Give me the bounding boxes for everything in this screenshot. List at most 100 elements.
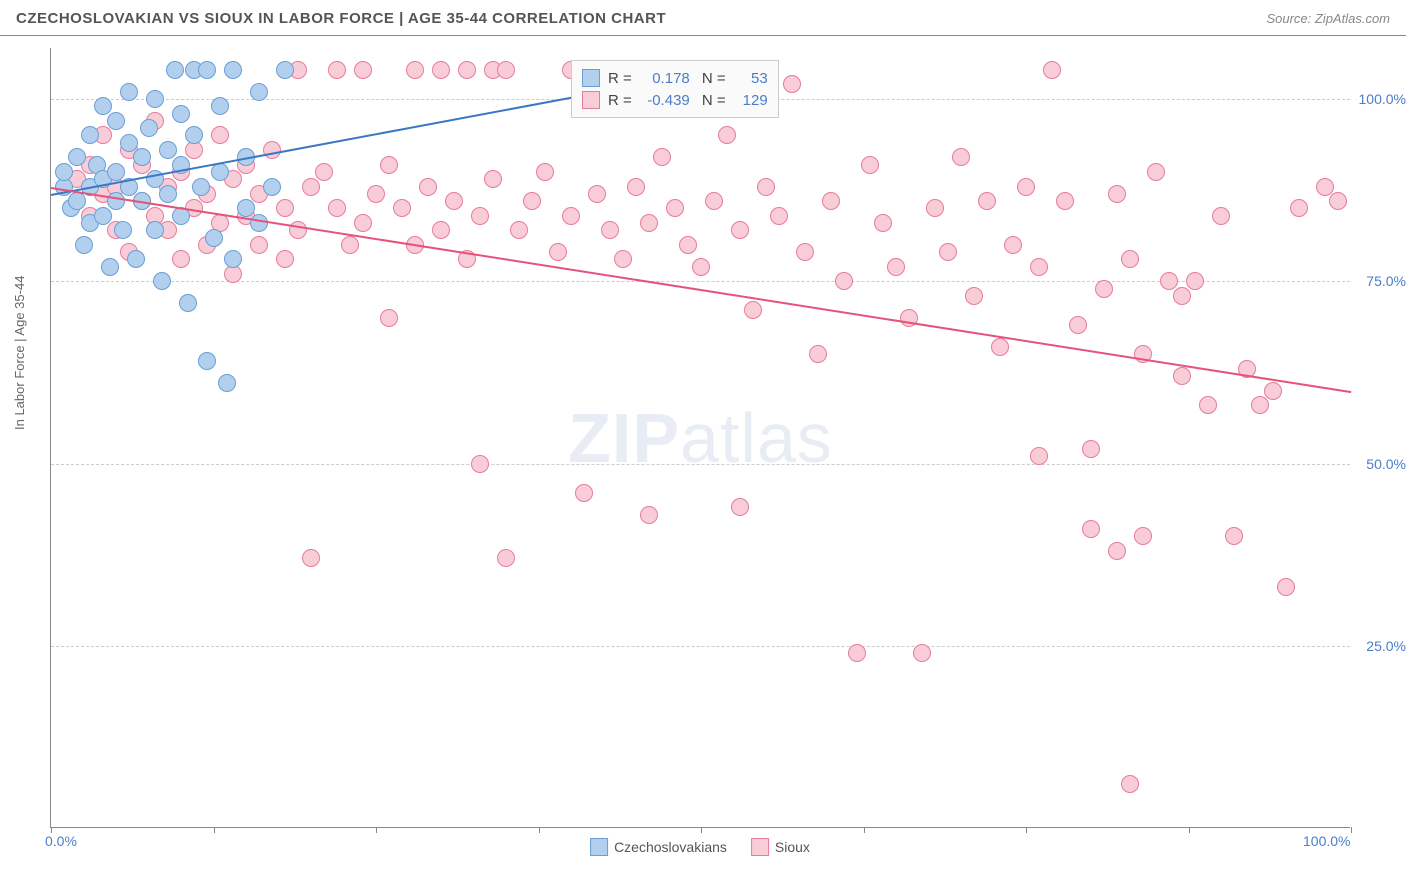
scatter-point (1121, 250, 1139, 268)
legend-label: Sioux (775, 839, 810, 855)
scatter-point (1264, 382, 1282, 400)
scatter-point (315, 163, 333, 181)
scatter-point (1134, 527, 1152, 545)
scatter-point (549, 243, 567, 261)
stat-n-label: N = (698, 70, 726, 87)
gridline (51, 646, 1350, 647)
scatter-point (1329, 192, 1347, 210)
scatter-point (172, 105, 190, 123)
scatter-point (1121, 775, 1139, 793)
scatter-point (185, 126, 203, 144)
scatter-point (952, 148, 970, 166)
stat-r-label: R = (608, 92, 632, 109)
scatter-point (205, 229, 223, 247)
legend-item: Czechoslovakians (590, 838, 727, 856)
y-tick-label: 75.0% (1356, 273, 1406, 289)
scatter-point (127, 250, 145, 268)
scatter-point (939, 243, 957, 261)
stat-r-label: R = (608, 70, 632, 87)
scatter-point (666, 199, 684, 217)
scatter-point (140, 119, 158, 137)
y-tick-label: 25.0% (1356, 638, 1406, 654)
scatter-point (302, 549, 320, 567)
scatter-point (192, 178, 210, 196)
scatter-point (1082, 440, 1100, 458)
x-tick (1189, 827, 1190, 833)
chart-title: CZECHOSLOVAKIAN VS SIOUX IN LABOR FORCE … (16, 10, 666, 27)
x-tick (214, 827, 215, 833)
scatter-point (263, 178, 281, 196)
scatter-point (432, 61, 450, 79)
gridline (51, 464, 1350, 465)
scatter-point (601, 221, 619, 239)
scatter-point (1199, 396, 1217, 414)
scatter-point (1277, 578, 1295, 596)
scatter-point (809, 345, 827, 363)
scatter-point (94, 207, 112, 225)
scatter-point (1004, 236, 1022, 254)
scatter-point (1030, 447, 1048, 465)
scatter-point (166, 61, 184, 79)
scatter-point (146, 90, 164, 108)
y-tick-label: 100.0% (1356, 91, 1406, 107)
scatter-point (81, 126, 99, 144)
scatter-point (562, 207, 580, 225)
series-swatch (582, 69, 600, 87)
scatter-point (1173, 367, 1191, 385)
scatter-point (68, 148, 86, 166)
x-tick (701, 827, 702, 833)
scatter-point (575, 484, 593, 502)
scatter-point (224, 250, 242, 268)
x-tick (1026, 827, 1027, 833)
scatter-point (211, 97, 229, 115)
scatter-point (653, 148, 671, 166)
scatter-point (1186, 272, 1204, 290)
scatter-point (218, 374, 236, 392)
scatter-point (484, 170, 502, 188)
scatter-point (406, 61, 424, 79)
scatter-point (1290, 199, 1308, 217)
scatter-point (198, 61, 216, 79)
scatter-point (497, 549, 515, 567)
scatter-point (1160, 272, 1178, 290)
scatter-point (1251, 396, 1269, 414)
scatter-point (341, 236, 359, 254)
scatter-point (68, 192, 86, 210)
correlation-stat-box: R =0.178 N =53R =-0.439 N =129 (571, 60, 779, 118)
legend-swatch (590, 838, 608, 856)
scatter-point (1147, 163, 1165, 181)
scatter-point (1212, 207, 1230, 225)
stat-n-label: N = (698, 92, 726, 109)
scatter-point (627, 178, 645, 196)
scatter-point (471, 207, 489, 225)
scatter-point (770, 207, 788, 225)
stat-n-value: 129 (734, 92, 768, 109)
stat-row: R =-0.439 N =129 (582, 89, 768, 111)
scatter-point (237, 199, 255, 217)
scatter-point (250, 83, 268, 101)
scatter-point (1082, 520, 1100, 538)
y-tick-label: 50.0% (1356, 456, 1406, 472)
scatter-point (179, 294, 197, 312)
scatter-point (55, 163, 73, 181)
scatter-point (965, 287, 983, 305)
scatter-point (1095, 280, 1113, 298)
chart-legend: Czechoslovakians Sioux (590, 838, 810, 856)
scatter-point (354, 214, 372, 232)
scatter-point (874, 214, 892, 232)
scatter-point (107, 163, 125, 181)
scatter-point (263, 141, 281, 159)
scatter-point (471, 455, 489, 473)
x-tick (376, 827, 377, 833)
scatter-point (107, 192, 125, 210)
x-tick (1351, 827, 1352, 833)
scatter-point (731, 221, 749, 239)
chart-header: CZECHOSLOVAKIAN VS SIOUX IN LABOR FORCE … (0, 0, 1406, 36)
stat-row: R =0.178 N =53 (582, 67, 768, 89)
scatter-point (705, 192, 723, 210)
scatter-point (328, 61, 346, 79)
scatter-point (913, 644, 931, 662)
scatter-point (445, 192, 463, 210)
scatter-point (731, 498, 749, 516)
scatter-point (1056, 192, 1074, 210)
